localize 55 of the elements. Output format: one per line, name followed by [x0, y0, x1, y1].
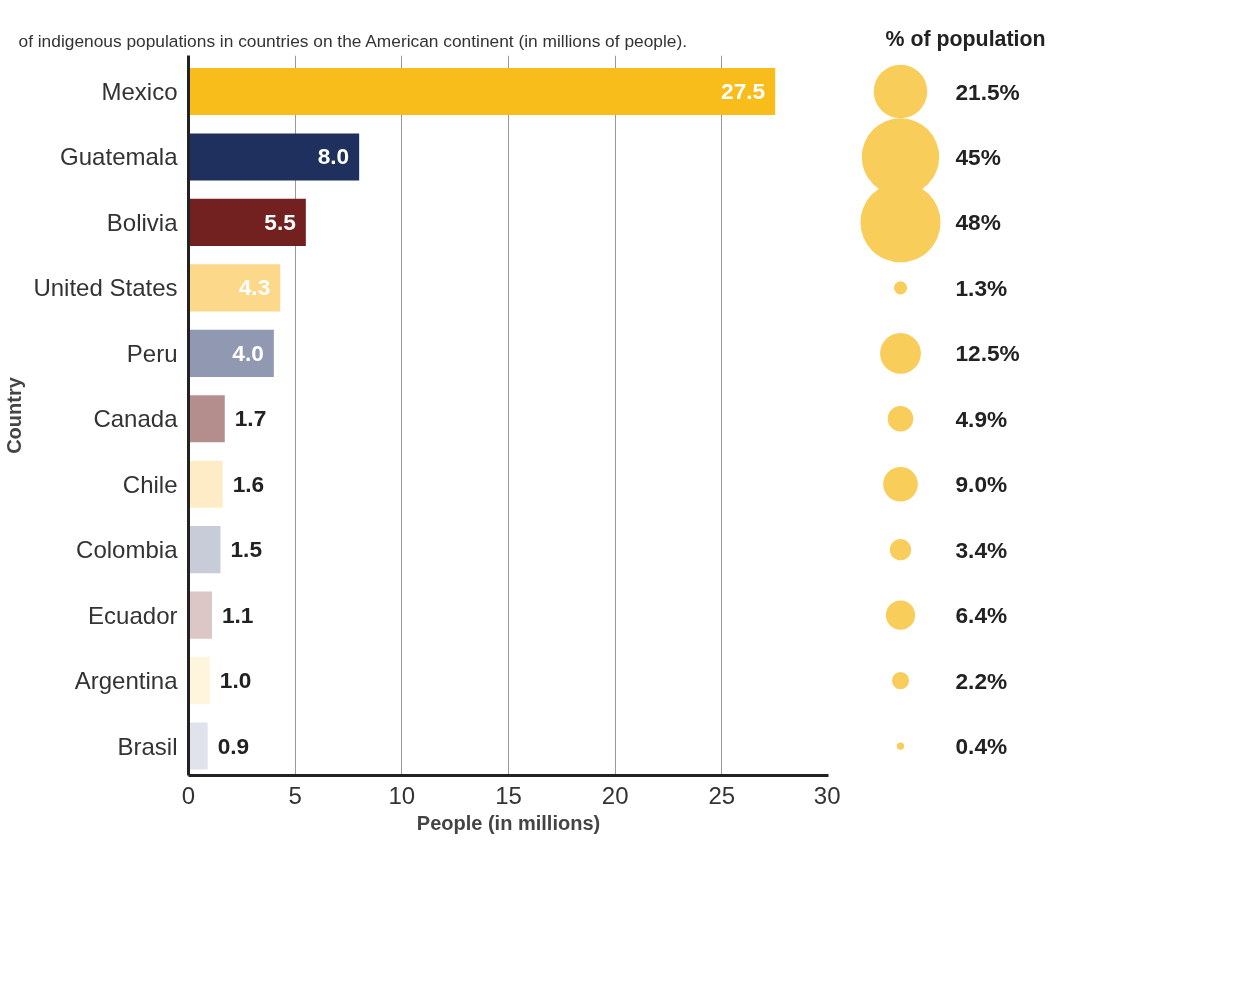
data-label: 1.0 [219, 667, 252, 694]
data-label: 1.1 [221, 601, 254, 628]
data-label: 4.9% [955, 405, 1008, 432]
data-label: 4.3 [238, 274, 271, 301]
data-label: 3.4% [955, 536, 1008, 563]
x-tick-label: 5 [288, 781, 302, 809]
chart-title: of indigenous populations in countries on the American continent (in millions of people). [18, 30, 688, 51]
data-label: 0.4% [955, 733, 1008, 760]
x-axis-title: People (in millions) [416, 811, 601, 834]
y-tick-label: Argentina [74, 667, 179, 695]
bar [188, 526, 221, 574]
x-tick-label: 25 [708, 781, 736, 809]
data-label: 8.0 [317, 143, 350, 170]
data-label: 45% [955, 143, 1001, 170]
data-label: 1.7 [234, 405, 267, 432]
y-tick-label: Canada [93, 405, 179, 433]
bar [188, 591, 212, 639]
y-tick-label: Guatemala [60, 143, 179, 171]
x-tick-label: 10 [388, 781, 416, 809]
data-label: 6.4% [955, 602, 1008, 629]
bar [188, 198, 306, 246]
bar [188, 395, 225, 443]
x-tick-label: 20 [601, 781, 629, 809]
data-label: 1.5 [230, 536, 262, 563]
data-label: 27.5 [721, 78, 766, 104]
data-label: 0.9 [217, 732, 250, 759]
x-tick-label: 30 [813, 781, 841, 809]
bar [188, 264, 281, 312]
bar [188, 657, 210, 705]
y-axis-title: Country [3, 376, 26, 454]
y-tick-label: United States [33, 274, 178, 302]
text: % of population [885, 26, 1046, 51]
bar [188, 460, 223, 508]
data-label: 48% [955, 209, 1001, 236]
y-tick-label: Bolivia [106, 208, 179, 236]
data-label: 4.0 [232, 339, 264, 366]
bar [188, 329, 274, 377]
bar [188, 722, 208, 770]
data-label: 12.5% [955, 340, 1020, 367]
y-tick-label: Mexico [101, 78, 178, 105]
y-tick-label: Chile [122, 470, 178, 498]
data-label: 21.5% [955, 78, 1020, 105]
data-label: 1.3% [955, 274, 1008, 301]
bar [188, 133, 360, 181]
x-tick-label: 15 [495, 781, 522, 809]
data-label: 2.2% [955, 667, 1008, 694]
y-tick-label: Peru [126, 339, 178, 367]
data-label: 1.6 [232, 470, 265, 497]
bar [188, 67, 776, 116]
y-tick-label: Brasil [117, 732, 178, 760]
x-tick-label: 0 [181, 781, 196, 809]
y-tick-label: Ecuador [88, 601, 178, 629]
y-tick-label: Colombia [76, 536, 179, 564]
data-label: 5.5 [264, 208, 296, 235]
data-label: 9.0% [955, 471, 1008, 498]
